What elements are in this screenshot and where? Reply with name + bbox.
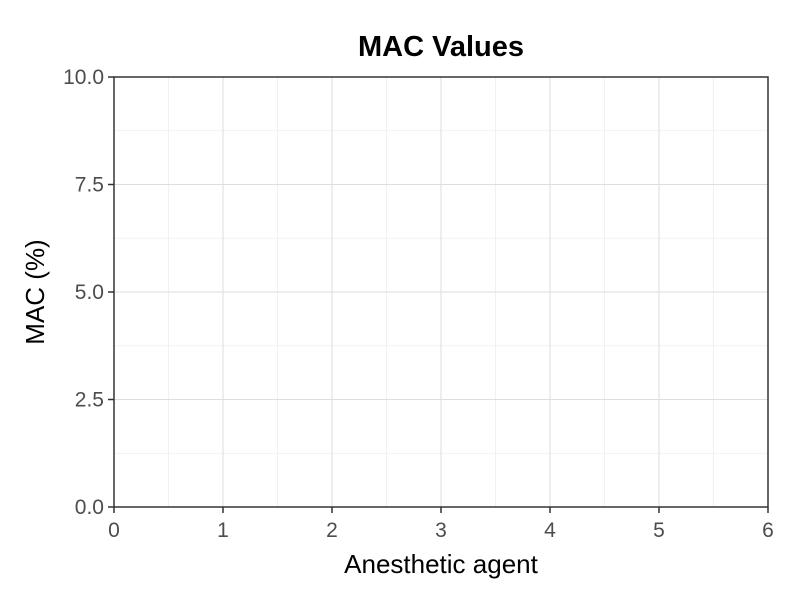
x-tick-label: 0	[108, 519, 120, 542]
x-tick-label: 6	[762, 519, 774, 542]
y-tick-label: 0.0	[75, 496, 104, 519]
y-tick-label: 5.0	[75, 281, 104, 304]
x-axis: 0 1 2 3 4 5 6	[108, 507, 774, 542]
x-tick-label: 2	[326, 519, 338, 542]
y-tick-label: 2.5	[75, 389, 104, 412]
x-tick-label: 4	[544, 519, 556, 542]
x-tick-label: 3	[435, 519, 447, 542]
x-axis-label: Anesthetic agent	[344, 549, 538, 579]
y-axis-label: MAC (%)	[20, 239, 50, 344]
chart-title: MAC Values	[358, 31, 524, 63]
y-tick-label: 10.0	[63, 66, 104, 89]
y-tick-label: 7.5	[75, 174, 104, 197]
y-axis: 0.0 2.5 5.0 7.5 10.0	[63, 66, 114, 519]
x-tick-label: 1	[217, 519, 229, 542]
major-gridlines	[113, 76, 769, 508]
x-tick-label: 5	[653, 519, 665, 542]
